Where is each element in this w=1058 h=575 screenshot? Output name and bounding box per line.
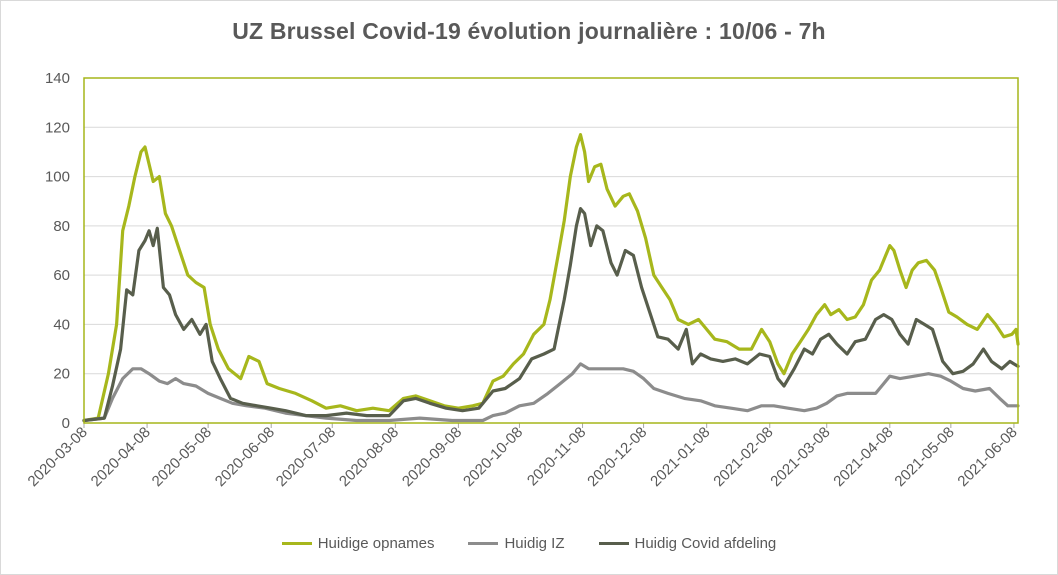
x-tick-label: 2020-12-08 <box>584 424 650 490</box>
x-tick-label: 2020-10-08 <box>460 424 526 490</box>
legend-label-huidig-iz: Huidig IZ <box>504 535 565 552</box>
chart-title: UZ Brussel Covid-19 évolution journalièr… <box>232 18 826 44</box>
series-line-huidige-opnames <box>82 133 1020 423</box>
y-tick-label: 80 <box>53 218 70 235</box>
legend-label-huidige-opnames: Huidige opnames <box>317 535 435 552</box>
y-tick-label: 20 <box>53 366 70 383</box>
series-lines <box>82 133 1020 423</box>
legend-item-huidig-iz: Huidig IZ <box>468 535 565 552</box>
x-tick-label: 2021-02-08 <box>710 424 776 490</box>
y-tick-label: 120 <box>45 119 70 136</box>
y-tick-label: 60 <box>53 267 70 284</box>
legend-swatch-huidig-covid-afdeling <box>598 542 629 545</box>
x-tick-label: 2020-11-08 <box>524 424 589 489</box>
legend-item-huidig-covid-afdeling: Huidig Covid afdeling <box>598 535 777 552</box>
y-tick-label: 0 <box>62 415 70 432</box>
x-tick-label: 2021-01-08 <box>647 424 713 490</box>
legend-item-huidige-opnames: Huidige opnames <box>281 535 435 552</box>
x-tick-label: 2020-07-08 <box>273 424 339 490</box>
legend-label-huidig-covid-afdeling: Huidig Covid afdeling <box>634 535 777 552</box>
series-line-huidig-covid-afdeling <box>82 207 1020 423</box>
legend: Huidige opnames Huidig IZ Huidig Covid a… <box>0 535 1058 552</box>
gridlines <box>84 77 1018 375</box>
y-axis-tick-labels: 0 20 40 60 80 100 120 140 <box>45 70 70 432</box>
x-tick-label: 2020-09-08 <box>399 424 465 490</box>
series-line-huidig-iz <box>82 362 1020 423</box>
y-tick-label: 40 <box>53 316 70 333</box>
x-axis-tick-labels: 2020-03-082020-04-082020-05-082020-06-08… <box>25 423 1021 490</box>
x-tick-label: 2020-08-08 <box>336 424 402 490</box>
x-tick-label: 2021-06-08 <box>954 424 1020 490</box>
x-tick-label: 2020-05-08 <box>149 424 215 490</box>
x-tick-label: 2020-06-08 <box>212 424 278 490</box>
x-tick-label: 2020-04-08 <box>88 424 154 490</box>
x-tick-label: 2020-03-08 <box>25 424 91 490</box>
legend-swatch-huidige-opnames <box>281 542 312 545</box>
y-tick-label: 140 <box>45 70 70 87</box>
legend-swatch-huidig-iz <box>468 542 499 545</box>
y-tick-label: 100 <box>45 169 70 186</box>
x-tick-label: 2021-04-08 <box>830 424 896 490</box>
x-tick-label: 2021-05-08 <box>891 424 957 490</box>
plot-area-border <box>83 77 1019 424</box>
x-tick-label: 2021-03-08 <box>767 424 833 490</box>
